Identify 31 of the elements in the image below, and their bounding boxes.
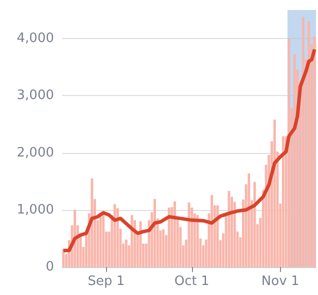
bar — [313, 36, 316, 267]
bar — [302, 16, 304, 267]
bar — [282, 136, 284, 267]
bar — [293, 54, 296, 267]
x-tick-label: Nov 1 — [261, 274, 300, 289]
line-series — [62, 48, 316, 252]
bar — [210, 195, 214, 267]
y-tick-label: 4,000 — [16, 31, 54, 46]
bar — [116, 208, 119, 267]
y-tick-label: 2,000 — [16, 145, 54, 160]
bar — [216, 205, 219, 267]
bar — [248, 173, 250, 267]
bar — [125, 240, 128, 267]
bar — [228, 191, 230, 267]
x-tick-label: Oct 1 — [174, 274, 210, 289]
bar — [273, 120, 276, 267]
bar — [130, 215, 134, 267]
bar — [308, 20, 310, 267]
bar — [154, 199, 156, 267]
bar — [114, 204, 116, 267]
bar — [288, 38, 290, 267]
y-tick-label: 1,000 — [16, 202, 54, 218]
x-tick-label: Sep 1 — [88, 274, 125, 289]
y-tick-label: 3,000 — [16, 88, 54, 104]
bar — [253, 182, 256, 267]
bar — [162, 229, 165, 267]
y-tick-label: 0 — [46, 260, 54, 274]
bar — [196, 215, 199, 267]
bar — [62, 248, 65, 267]
bar — [174, 201, 176, 267]
bar — [102, 213, 105, 267]
